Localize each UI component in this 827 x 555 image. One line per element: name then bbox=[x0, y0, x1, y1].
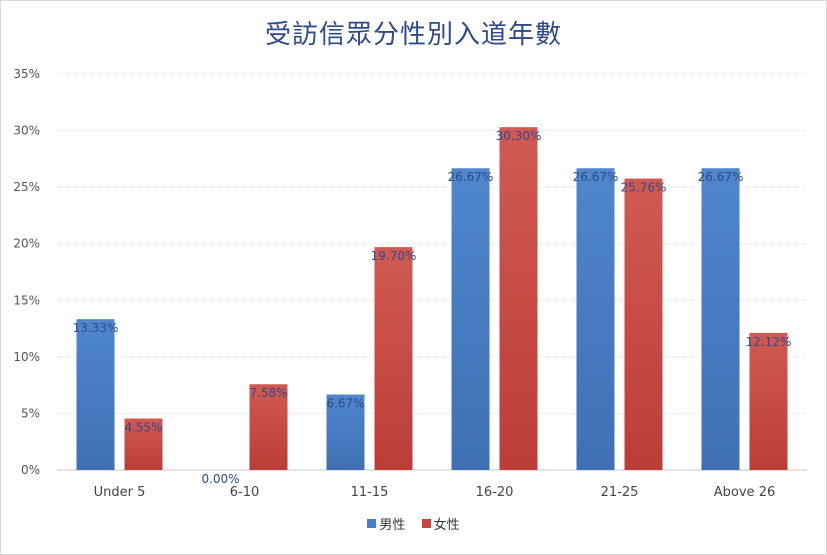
x-tick-label: 21-25 bbox=[601, 485, 639, 500]
x-tick-label: 16-20 bbox=[476, 485, 514, 500]
gridlines bbox=[57, 73, 807, 471]
y-tick-label: 15% bbox=[13, 293, 40, 307]
bar-female bbox=[749, 332, 788, 470]
y-tick-label: 10% bbox=[13, 350, 40, 364]
data-label-female: 4.55% bbox=[124, 421, 162, 435]
legend-label-male: 男性 bbox=[379, 518, 406, 533]
data-label-male: 6.67% bbox=[326, 397, 364, 411]
x-tick-label: 11-15 bbox=[351, 485, 389, 500]
legend-swatch-female bbox=[421, 519, 431, 528]
data-label-male: 13.33% bbox=[73, 321, 119, 335]
x-tick-label: Under 5 bbox=[94, 485, 146, 500]
bar-male bbox=[701, 168, 740, 471]
bar-male bbox=[326, 394, 365, 470]
x-tick-label: Above 26 bbox=[714, 485, 775, 500]
data-label-male: 26.67% bbox=[448, 170, 494, 184]
data-labels: 13.33% 4.55% 0.00% 7.58% 6.67% 19.70% 26.67% 30… bbox=[73, 129, 792, 486]
data-label-female: 25.76% bbox=[621, 181, 667, 195]
legend-item-male[interactable]: 男性 bbox=[367, 514, 405, 533]
bar-female bbox=[499, 127, 538, 471]
data-label-male: 26.67% bbox=[698, 170, 744, 184]
x-axis-ticks: Under 5 6-10 11-15 16-20 21-25 Above 26 bbox=[94, 485, 776, 500]
data-label-female: 19.70% bbox=[371, 249, 417, 263]
y-tick-label: 20% bbox=[13, 237, 40, 251]
legend-item-female[interactable]: 女性 bbox=[421, 514, 460, 533]
y-tick-label: 25% bbox=[13, 180, 40, 194]
bars bbox=[76, 127, 788, 471]
bar-male bbox=[576, 168, 615, 471]
y-tick-label: 5% bbox=[21, 406, 40, 420]
data-label-male: 26.67% bbox=[573, 170, 619, 184]
data-label-male: 0.00% bbox=[201, 472, 239, 486]
data-label-female: 12.12% bbox=[746, 335, 792, 349]
y-tick-label: 0% bbox=[21, 463, 40, 477]
bar-female bbox=[249, 384, 288, 470]
legend-swatch-male bbox=[367, 519, 377, 528]
bar-male bbox=[451, 168, 490, 471]
y-tick-label: 30% bbox=[13, 124, 40, 138]
data-label-female: 7.58% bbox=[249, 386, 287, 400]
legend: 男性 女性 bbox=[0, 514, 827, 533]
bar-female bbox=[374, 247, 413, 470]
bar-female bbox=[624, 178, 663, 470]
x-tick-label: 6-10 bbox=[230, 485, 260, 500]
data-label-female: 30.30% bbox=[496, 129, 542, 143]
chart-title: 受訪信眾分性別入道年數 bbox=[264, 20, 562, 50]
y-tick-label: 35% bbox=[13, 67, 40, 81]
bar-male bbox=[76, 319, 115, 470]
legend-label-female: 女性 bbox=[433, 518, 460, 533]
bar-female bbox=[124, 418, 163, 470]
y-axis-ticks: 0% 5% 10% 15% 20% 25% 30% 35% bbox=[13, 67, 40, 477]
